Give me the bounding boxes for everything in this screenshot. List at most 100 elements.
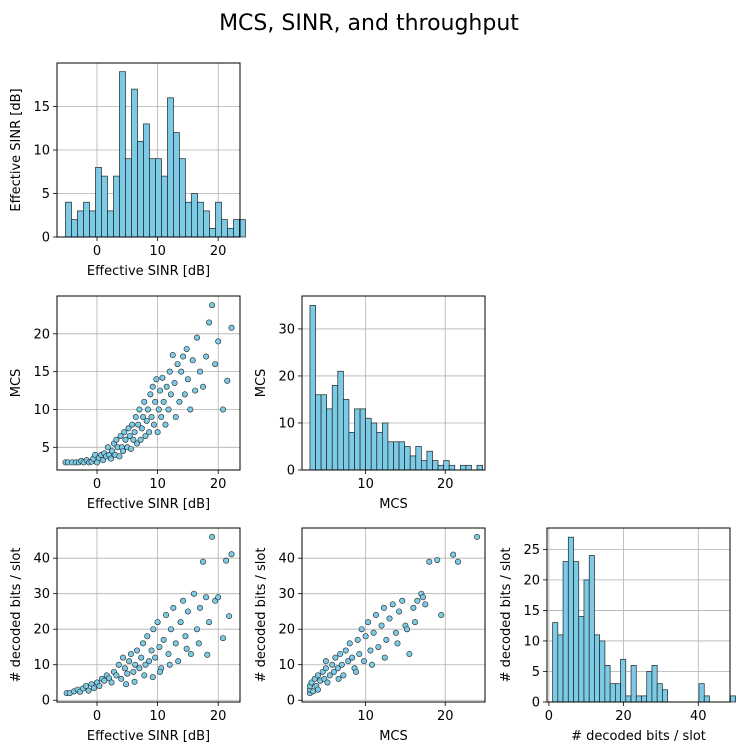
scatter-point	[226, 613, 233, 620]
scatter-point	[172, 640, 179, 647]
axes-frame	[56, 295, 241, 471]
scatter-point	[120, 654, 127, 661]
scatter-point	[375, 643, 382, 650]
scatter-point	[330, 668, 337, 675]
axes-frame	[56, 527, 241, 703]
histogram-bar	[95, 167, 102, 238]
scatter-point	[117, 432, 124, 439]
scatter-point	[157, 387, 164, 394]
scatter-point	[124, 670, 131, 677]
histogram-bar	[101, 175, 108, 238]
histogram-bar	[309, 305, 316, 471]
histogram-bar	[239, 219, 246, 238]
y-tick-label: 30	[278, 322, 295, 337]
scatter-point	[96, 683, 103, 690]
histogram-bar	[594, 634, 601, 703]
x-tick-label: 40	[690, 709, 707, 724]
y-tick-label: 0	[532, 696, 540, 711]
panel-bits_vs_mcs: 10 20 0 10 20 30 40 MCS # decoded bits / slot	[254, 527, 486, 744]
x-tick-label: 20	[615, 709, 632, 724]
y-tick-label: 20	[33, 327, 50, 342]
histogram-bar	[620, 658, 627, 703]
histogram-bar	[143, 123, 150, 238]
histogram-bar	[409, 455, 417, 471]
x-tick-label: 10	[357, 709, 374, 724]
scatter-point	[356, 651, 363, 658]
y-tick-label: 15	[523, 604, 540, 619]
histogram-bar	[155, 158, 162, 238]
scatter-point	[83, 683, 90, 690]
scatter-point	[369, 661, 376, 668]
scatter-point	[182, 633, 189, 640]
scatter-point	[160, 398, 167, 405]
histogram-bar	[448, 464, 456, 471]
histogram-bar	[315, 394, 322, 471]
scatter-point	[314, 686, 321, 693]
scatter-point	[122, 436, 129, 443]
histogram-bar	[635, 695, 642, 703]
histogram-bar	[476, 464, 483, 471]
x-axis-label: Effective SINR [dB]	[87, 497, 210, 512]
histogram-bar	[203, 210, 210, 238]
y-tick-label: 20	[33, 623, 50, 638]
scatter-point	[174, 361, 181, 368]
scatter-point	[144, 406, 151, 413]
scatter-point	[180, 353, 187, 360]
x-tick-label: 0	[93, 244, 101, 259]
x-tick-label: 0	[545, 709, 553, 724]
scatter-point	[130, 668, 137, 675]
scatter-point	[160, 636, 167, 643]
scatter-point	[183, 645, 190, 652]
scatter-point	[206, 319, 213, 326]
histogram-bar	[465, 464, 472, 471]
scatter-point	[172, 414, 179, 421]
histogram-bar	[387, 441, 394, 471]
scatter-point	[404, 626, 411, 633]
histogram-bar	[161, 175, 168, 238]
scatter-point	[394, 640, 401, 647]
axes-frame	[546, 527, 731, 703]
scatter-point	[383, 636, 390, 643]
scatter-point	[116, 453, 123, 460]
x-tick-label: 10	[149, 709, 166, 724]
scatter-point	[138, 654, 145, 661]
histogram-bar	[354, 408, 361, 471]
histogram-bar	[651, 665, 658, 703]
scatter-point	[192, 387, 199, 394]
histogram-bar	[326, 408, 333, 471]
histogram-bar	[398, 441, 405, 471]
scatter-point	[131, 678, 138, 685]
y-axis-label: MCS	[9, 369, 24, 398]
x-tick-label: 10	[357, 477, 374, 492]
histogram-bar	[432, 460, 439, 471]
scatter-point	[367, 647, 374, 654]
scatter-point	[113, 436, 120, 443]
y-tick-label: 20	[278, 623, 295, 638]
y-tick-label: 0	[287, 464, 295, 479]
histogram-bar	[630, 665, 637, 703]
scatter-point	[169, 352, 176, 359]
scatter-point	[474, 533, 481, 540]
scatter-point	[410, 604, 417, 611]
panel-sinr_hist: 0 10 20 0 5 10 15 Effective SINR [dB] Effective …	[9, 62, 246, 279]
histogram-bar	[459, 464, 467, 471]
histogram-bar	[191, 193, 198, 238]
histogram-bar	[221, 219, 228, 238]
scatter-point	[107, 455, 114, 462]
histogram-bar	[320, 394, 328, 471]
histogram-bar	[343, 399, 350, 471]
scatter-point	[101, 677, 108, 684]
scatter-point	[85, 687, 92, 694]
histogram-bar	[89, 210, 96, 238]
scatter-point	[189, 357, 196, 364]
panels: 0 10 20 0 5 10 15 Effective SINR [dB] Effective …	[9, 62, 736, 744]
histogram-bar	[77, 210, 84, 238]
scatter-point	[170, 604, 177, 611]
scatter-point	[171, 379, 178, 386]
scatter-point	[126, 432, 133, 439]
histogram-bar	[646, 671, 653, 703]
scatter-point	[183, 345, 190, 352]
histogram-bar	[641, 695, 648, 703]
x-axis-label: MCS	[379, 497, 408, 512]
scatter-point	[361, 658, 368, 665]
